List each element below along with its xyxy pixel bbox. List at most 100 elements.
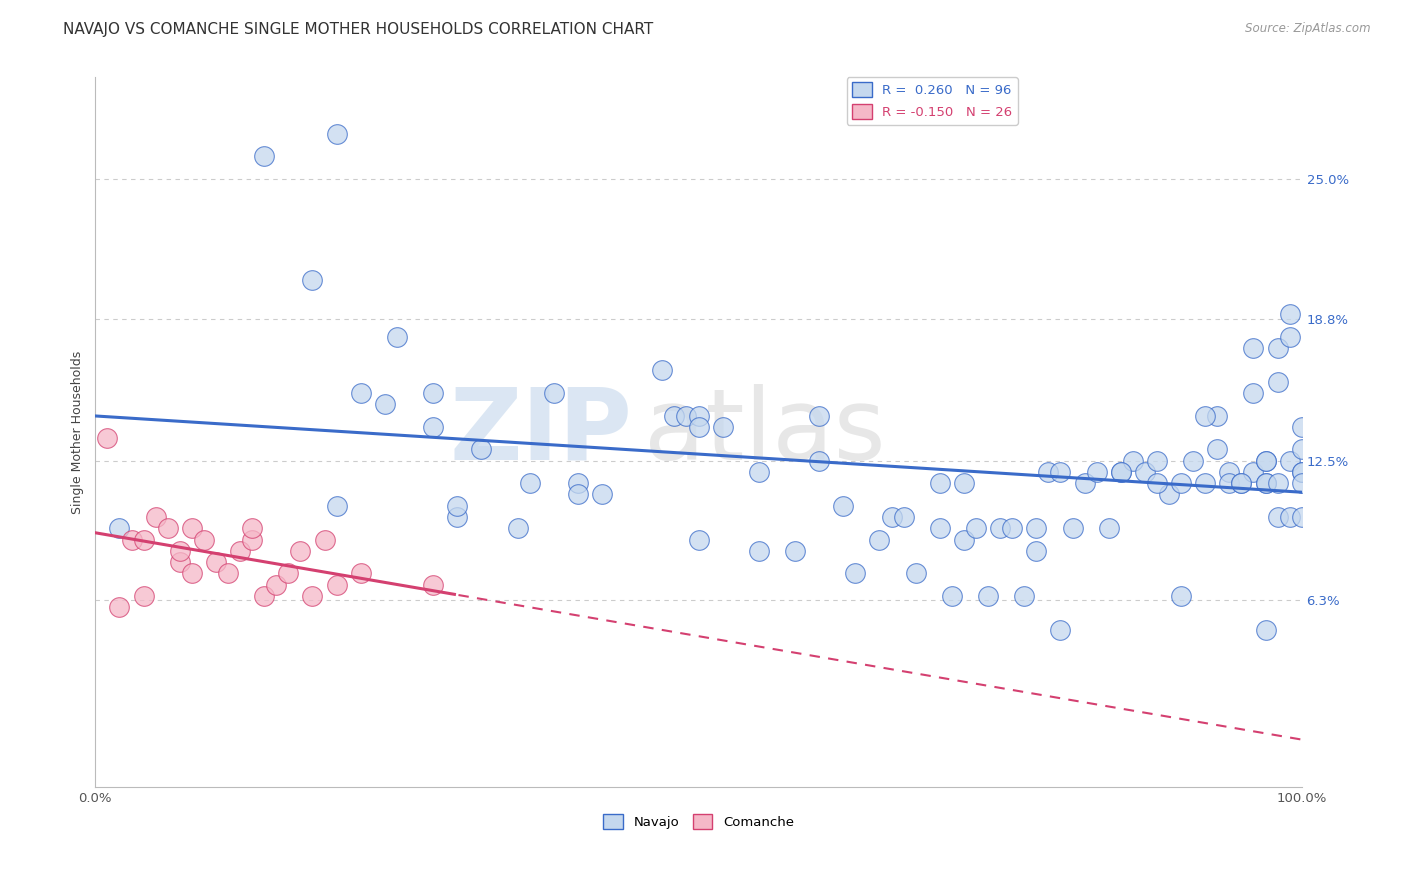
Point xyxy=(953,476,976,491)
Point xyxy=(711,420,734,434)
Point xyxy=(96,431,118,445)
Point xyxy=(1170,589,1192,603)
Point xyxy=(446,510,468,524)
Point xyxy=(301,589,323,603)
Point xyxy=(1001,521,1024,535)
Point xyxy=(350,566,373,581)
Point xyxy=(1012,589,1035,603)
Point xyxy=(688,409,710,423)
Point xyxy=(1098,521,1121,535)
Point xyxy=(1291,465,1313,479)
Y-axis label: Single Mother Households: Single Mother Households xyxy=(72,351,84,514)
Point xyxy=(808,409,831,423)
Point xyxy=(1218,476,1240,491)
Point xyxy=(240,521,263,535)
Point xyxy=(1230,476,1253,491)
Point xyxy=(1267,341,1289,355)
Point xyxy=(385,329,408,343)
Point xyxy=(591,487,613,501)
Point xyxy=(1243,465,1265,479)
Point xyxy=(193,533,215,547)
Point xyxy=(1291,476,1313,491)
Point xyxy=(1085,465,1108,479)
Point xyxy=(506,521,529,535)
Point xyxy=(350,386,373,401)
Point xyxy=(422,386,444,401)
Point xyxy=(1194,409,1216,423)
Point xyxy=(977,589,1000,603)
Point xyxy=(1254,476,1277,491)
Point xyxy=(253,589,276,603)
Point xyxy=(1278,453,1301,467)
Point xyxy=(832,499,855,513)
Point xyxy=(108,521,131,535)
Point xyxy=(904,566,927,581)
Point xyxy=(941,589,963,603)
Point xyxy=(1243,386,1265,401)
Text: NAVAJO VS COMANCHE SINGLE MOTHER HOUSEHOLDS CORRELATION CHART: NAVAJO VS COMANCHE SINGLE MOTHER HOUSEHO… xyxy=(63,22,654,37)
Point xyxy=(1291,442,1313,457)
Text: Source: ZipAtlas.com: Source: ZipAtlas.com xyxy=(1246,22,1371,36)
Point xyxy=(301,273,323,287)
Point xyxy=(543,386,565,401)
Point xyxy=(1291,510,1313,524)
Point xyxy=(808,453,831,467)
Point xyxy=(953,533,976,547)
Point xyxy=(1267,375,1289,389)
Point xyxy=(688,420,710,434)
Point xyxy=(1230,476,1253,491)
Point xyxy=(748,465,770,479)
Point xyxy=(988,521,1011,535)
Point xyxy=(675,409,697,423)
Point xyxy=(253,149,276,163)
Point xyxy=(145,510,167,524)
Point xyxy=(567,487,589,501)
Point xyxy=(869,533,891,547)
Point xyxy=(1291,420,1313,434)
Point xyxy=(1182,453,1205,467)
Point xyxy=(169,543,191,558)
Point xyxy=(844,566,866,581)
Point xyxy=(1157,487,1180,501)
Legend: Navajo, Comanche: Navajo, Comanche xyxy=(598,808,799,834)
Point xyxy=(1206,409,1229,423)
Point xyxy=(651,363,673,377)
Point xyxy=(1267,476,1289,491)
Point xyxy=(470,442,492,457)
Point xyxy=(748,543,770,558)
Point xyxy=(893,510,915,524)
Point xyxy=(1073,476,1095,491)
Point xyxy=(266,577,288,591)
Point xyxy=(1122,453,1144,467)
Point xyxy=(1254,453,1277,467)
Point xyxy=(240,533,263,547)
Point xyxy=(132,533,155,547)
Point xyxy=(422,577,444,591)
Point xyxy=(1146,453,1168,467)
Point xyxy=(965,521,987,535)
Point xyxy=(108,600,131,615)
Point xyxy=(205,555,228,569)
Point xyxy=(880,510,903,524)
Point xyxy=(1267,510,1289,524)
Point xyxy=(1062,521,1084,535)
Point xyxy=(1254,453,1277,467)
Point xyxy=(325,127,347,141)
Point xyxy=(928,476,950,491)
Point xyxy=(519,476,541,491)
Point xyxy=(1133,465,1156,479)
Point xyxy=(229,543,252,558)
Point xyxy=(1025,543,1047,558)
Text: atlas: atlas xyxy=(644,384,886,481)
Point xyxy=(1049,465,1071,479)
Point xyxy=(121,533,143,547)
Point xyxy=(1049,623,1071,637)
Point xyxy=(314,533,336,547)
Point xyxy=(688,533,710,547)
Point xyxy=(1254,623,1277,637)
Point xyxy=(446,499,468,513)
Point xyxy=(169,555,191,569)
Point xyxy=(217,566,239,581)
Point xyxy=(1206,442,1229,457)
Point xyxy=(1170,476,1192,491)
